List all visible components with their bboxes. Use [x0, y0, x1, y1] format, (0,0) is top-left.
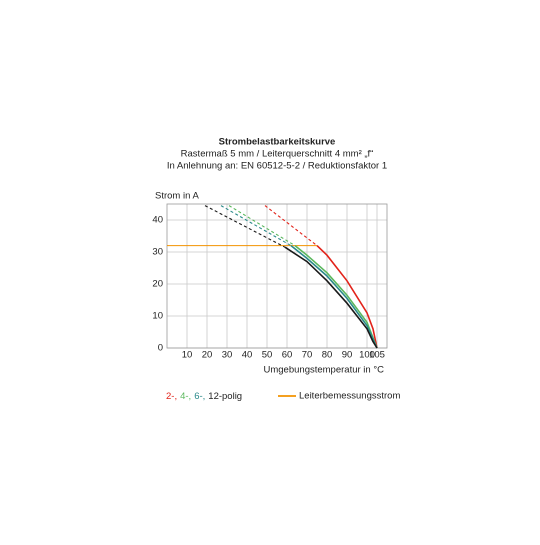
legend-entry: Leiterbemessungsstrom — [299, 391, 400, 402]
x-tick-label: 30 — [222, 350, 233, 361]
y-tick-label: 40 — [152, 215, 163, 226]
legend: 2-, 4-, 6-, 12-polig — [166, 391, 242, 402]
x-tick-label: 40 — [242, 350, 253, 361]
x-tick-label: 50 — [262, 350, 273, 361]
series-extension — [220, 205, 292, 247]
chart-subtitle: In Anlehnung an: EN 60512-5-2 / Reduktio… — [167, 161, 387, 172]
legend-entry: 6-, — [194, 391, 205, 402]
x-tick-label: 70 — [302, 350, 313, 361]
series-extension — [228, 205, 296, 247]
legend-entry: 2-, — [166, 391, 177, 402]
x-axis-label: Umgebungstemperatur in °C — [264, 365, 385, 376]
y-tick-label: 20 — [152, 279, 163, 290]
x-tick-label: 10 — [182, 350, 193, 361]
series-line — [290, 244, 378, 349]
x-tick-label: 105 — [369, 350, 385, 361]
y-tick-label: 30 — [152, 247, 163, 258]
series-line — [294, 244, 378, 349]
x-tick-label: 60 — [282, 350, 293, 361]
x-tick-label: 80 — [322, 350, 333, 361]
plot-frame — [166, 203, 388, 349]
x-tick-label: 90 — [342, 350, 353, 361]
chart-subtitle: Rastermaß 5 mm / Leiterquerschnitt 4 mm²… — [181, 149, 374, 160]
y-tick-label: 10 — [152, 311, 163, 322]
series-line — [284, 246, 378, 349]
series-extension — [204, 205, 286, 248]
legend-entry: 12-polig — [208, 391, 242, 402]
series-extension — [264, 205, 318, 247]
series-line — [316, 245, 378, 349]
x-tick-label: 20 — [202, 350, 213, 361]
chart-title: Strombelastbarkeitskurve — [219, 137, 336, 148]
y-tick-label: 0 — [158, 343, 163, 354]
x-tick-label: 100 — [359, 350, 375, 361]
y-axis-label: Strom in A — [155, 191, 199, 202]
legend-entry: 4-, — [180, 391, 191, 402]
